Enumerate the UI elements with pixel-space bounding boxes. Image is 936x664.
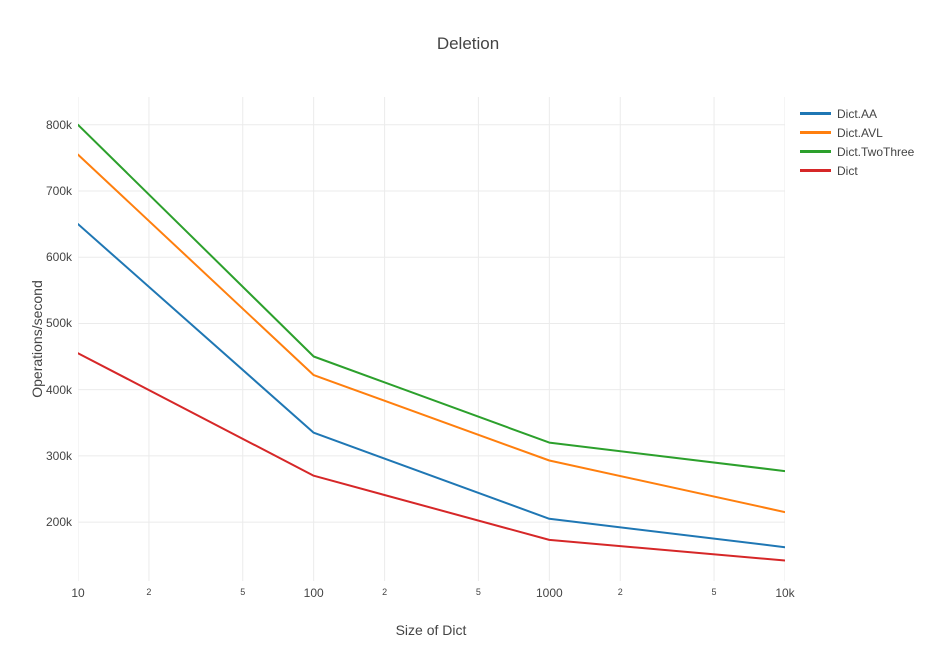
legend-label-dict-twothree: Dict.TwoThree: [837, 144, 915, 159]
series-line-dict-avl[interactable]: [78, 153, 785, 514]
legend-line-swatch-dict-avl: [800, 131, 831, 134]
x-tick-label-20: 2: [146, 587, 152, 597]
legend-item-dict-avl[interactable]: Dict.AVL: [800, 123, 914, 142]
legend-label-dict: Dict: [837, 163, 858, 178]
y-tick-label-200k: 200k: [45, 515, 72, 530]
x-tick-label-100: 100: [303, 586, 324, 600]
y-tick-label-600k: 600k: [45, 250, 72, 265]
series-line-dict-twothree[interactable]: [78, 123, 785, 473]
legend-item-dict[interactable]: Dict: [800, 161, 914, 180]
legend-label-dict-avl: Dict.AVL: [837, 125, 883, 140]
x-tick-label-1000: 1000: [535, 586, 563, 600]
legend-item-dict-aa[interactable]: Dict.AA: [800, 104, 914, 123]
x-tick-label-2000: 2: [617, 587, 623, 597]
y-tick-label-300k: 300k: [45, 448, 72, 463]
series-line-dict[interactable]: [78, 352, 785, 562]
x-axis-title: Size of Dict: [395, 622, 467, 638]
legend-line-swatch-dict-twothree: [800, 150, 831, 153]
legend-label-dict-aa: Dict.AA: [837, 106, 878, 121]
legend: Dict.AA Dict.AVL Dict.TwoThree Dict: [800, 104, 914, 180]
y-tick-label-700k: 700k: [45, 184, 72, 199]
series-line-dict-aa[interactable]: [78, 223, 785, 549]
legend-line-swatch-dict-aa: [800, 112, 831, 115]
chart-title: Deletion: [436, 34, 500, 53]
plot-svg[interactable]: [78, 97, 785, 581]
y-tick-label-800k: 800k: [45, 117, 72, 132]
x-tick-label-10000: 10k: [775, 586, 795, 600]
x-tick-label-50: 5: [240, 587, 246, 597]
legend-line-swatch-dict: [800, 169, 831, 172]
y-axis-title: Operations/second: [29, 280, 45, 398]
x-tick-label-200: 2: [382, 587, 388, 597]
legend-item-dict-twothree[interactable]: Dict.TwoThree: [800, 142, 914, 161]
x-tick-label-500: 5: [475, 587, 481, 597]
plot-area[interactable]: [78, 97, 785, 581]
x-tick-label-10: 10: [71, 586, 85, 600]
x-tick-label-5000: 5: [711, 587, 717, 597]
